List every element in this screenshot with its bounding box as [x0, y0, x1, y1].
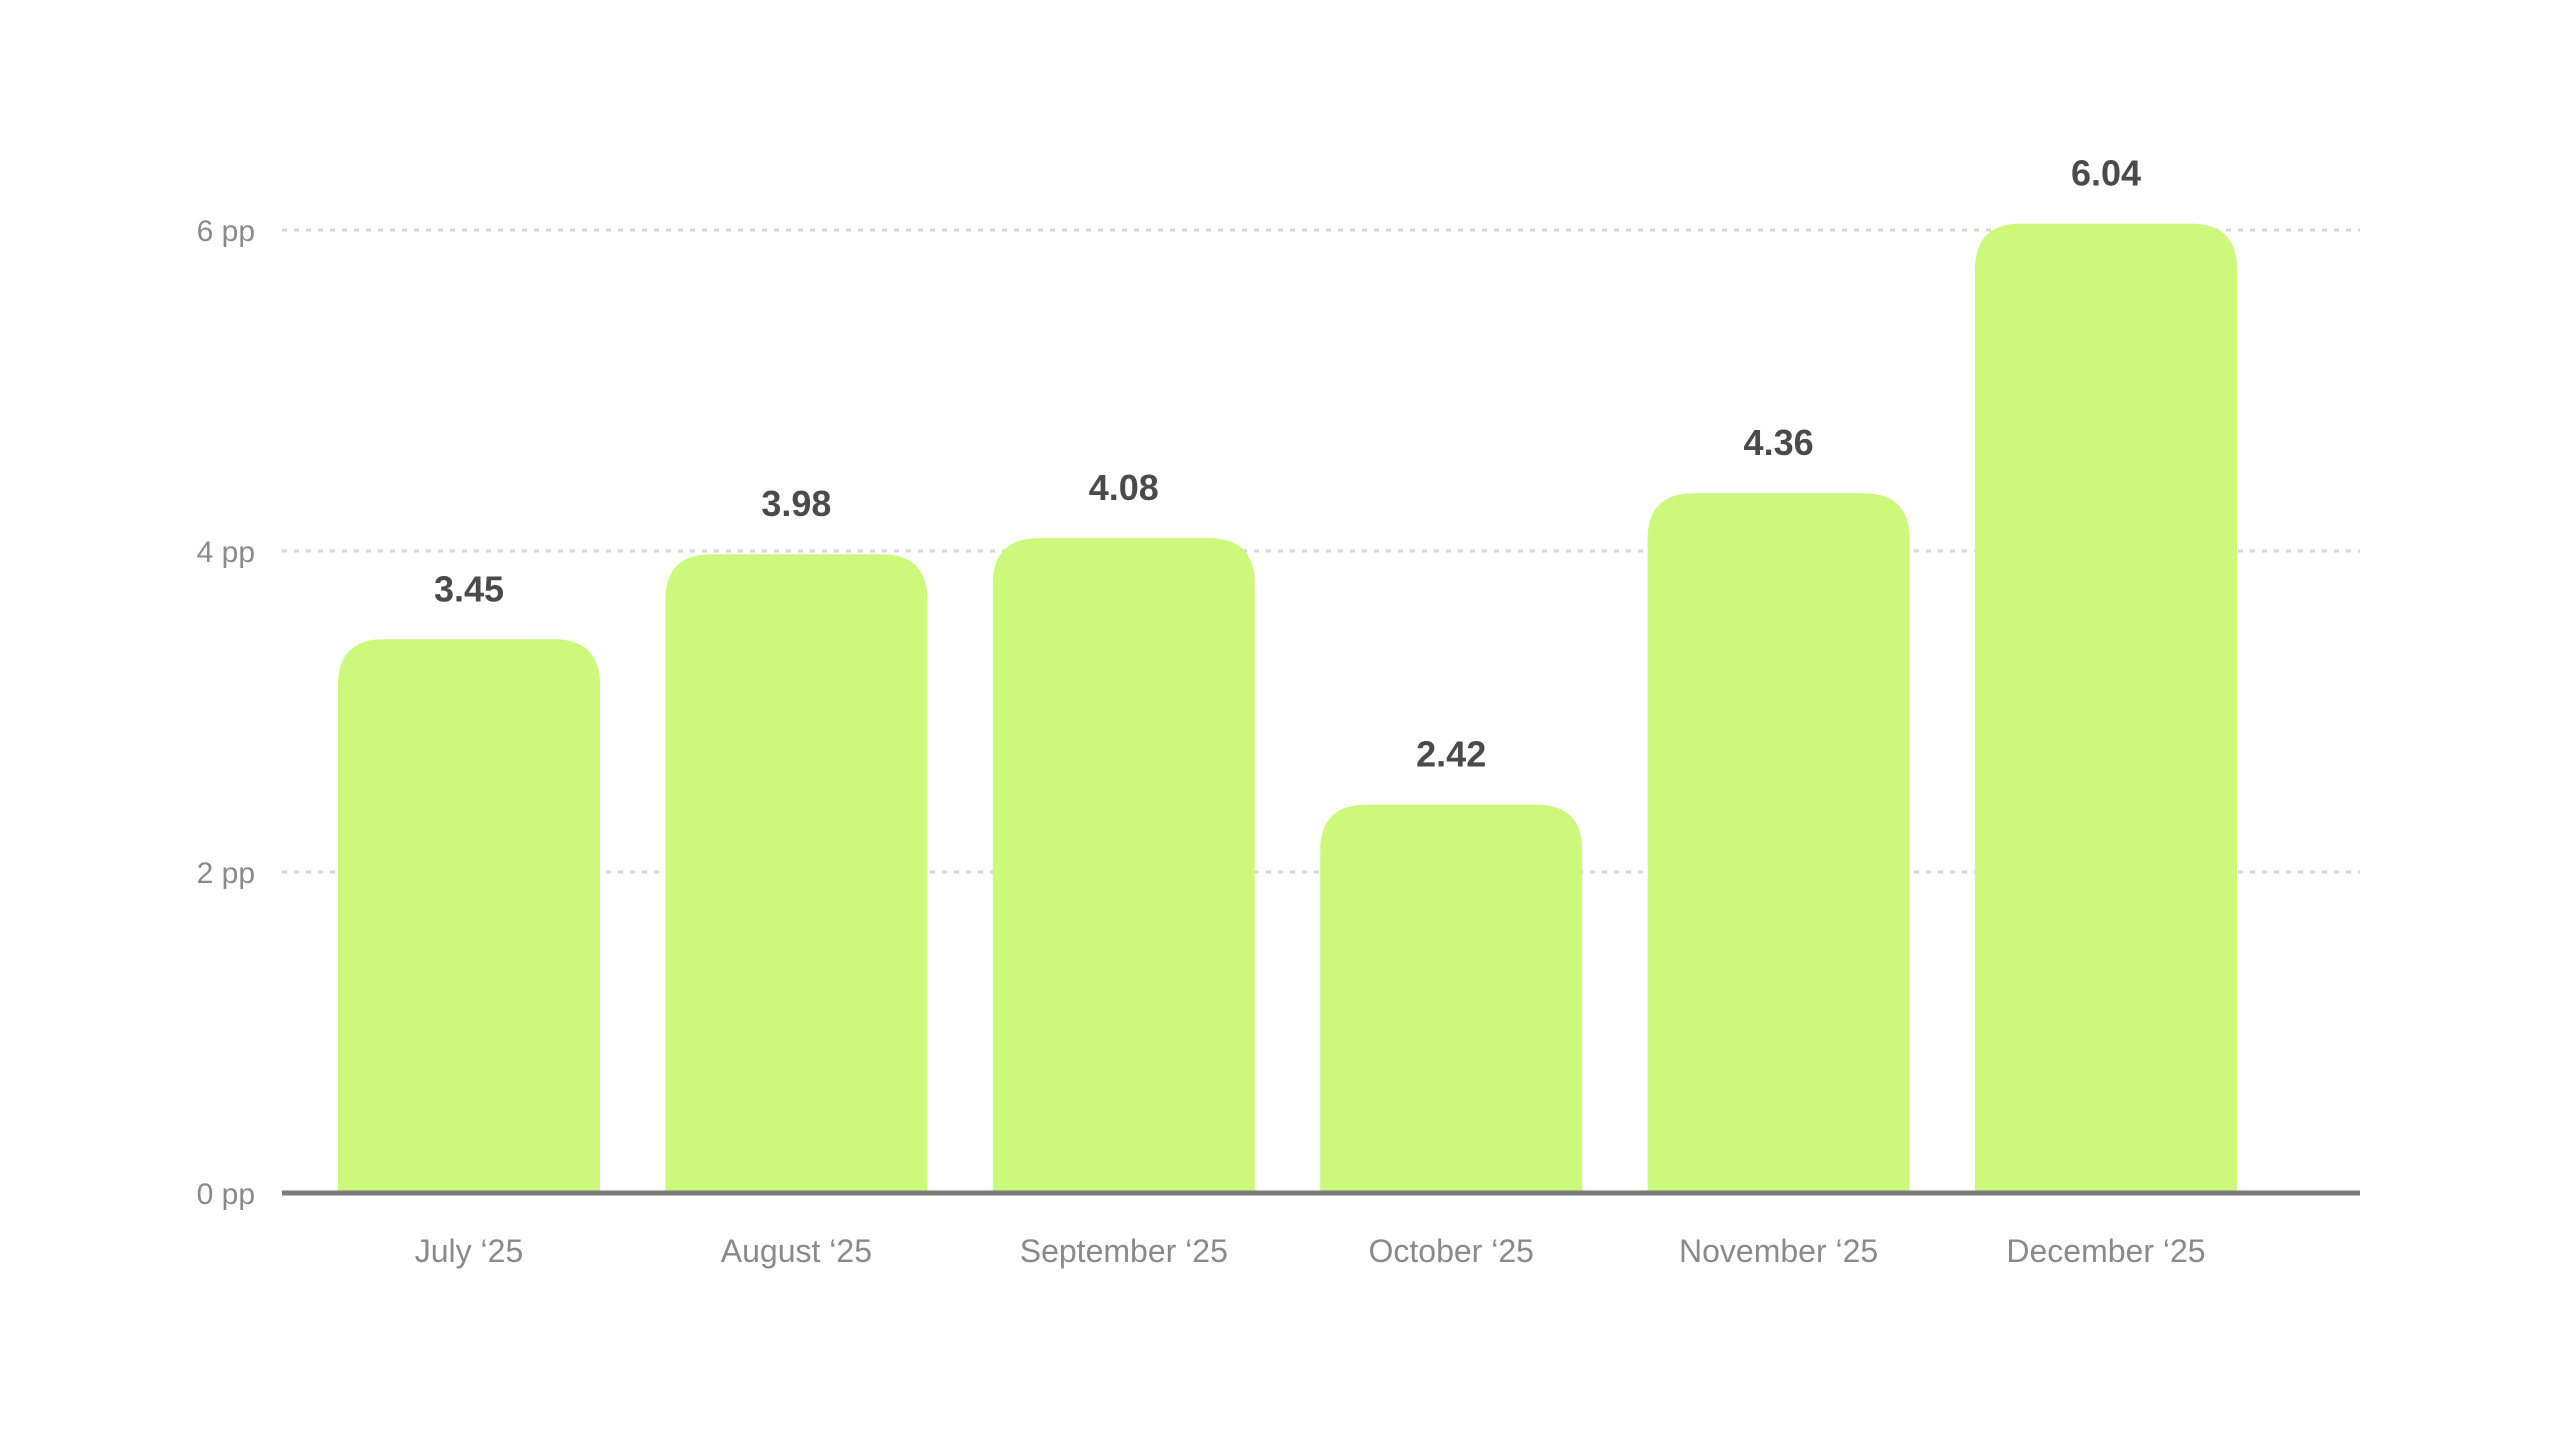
bars: [338, 223, 2237, 1194]
bar: [1975, 223, 2237, 1193]
x-axis-ticks: July ‘25 August ‘25 September ‘25 October ‘…: [415, 1233, 2206, 1269]
bar: [1320, 804, 1583, 1193]
x-tick-label: July ‘25: [415, 1233, 524, 1269]
y-tick-label: 0 pp: [197, 1178, 255, 1211]
bar: [338, 639, 600, 1193]
y-tick-label: 2 pp: [197, 857, 255, 890]
y-tick-label: 4 pp: [197, 536, 255, 569]
bar: [992, 538, 1255, 1193]
x-tick-label: November ‘25: [1679, 1233, 1878, 1269]
data-label: 3.98: [761, 483, 831, 524]
bar: [1647, 493, 1910, 1194]
x-tick-label: September ‘25: [1020, 1233, 1228, 1269]
data-label: 4.08: [1089, 467, 1159, 508]
x-tick-label: December ‘25: [2006, 1233, 2205, 1269]
x-tick-label: August ‘25: [721, 1233, 872, 1269]
data-label: 6.04: [2071, 153, 2141, 194]
data-label: 3.45: [434, 568, 504, 609]
x-tick-label: October ‘25: [1368, 1233, 1533, 1269]
value-labels: 3.45 3.98 4.08 2.42 4.36 6.04: [434, 153, 2141, 775]
y-tick-label: 6 pp: [197, 215, 255, 248]
data-label: 4.36: [1744, 422, 1814, 463]
data-label: 2.42: [1416, 734, 1486, 775]
y-axis-ticks: 0 pp 2 pp 4 pp 6 pp: [197, 215, 255, 1211]
bar: [665, 554, 928, 1193]
